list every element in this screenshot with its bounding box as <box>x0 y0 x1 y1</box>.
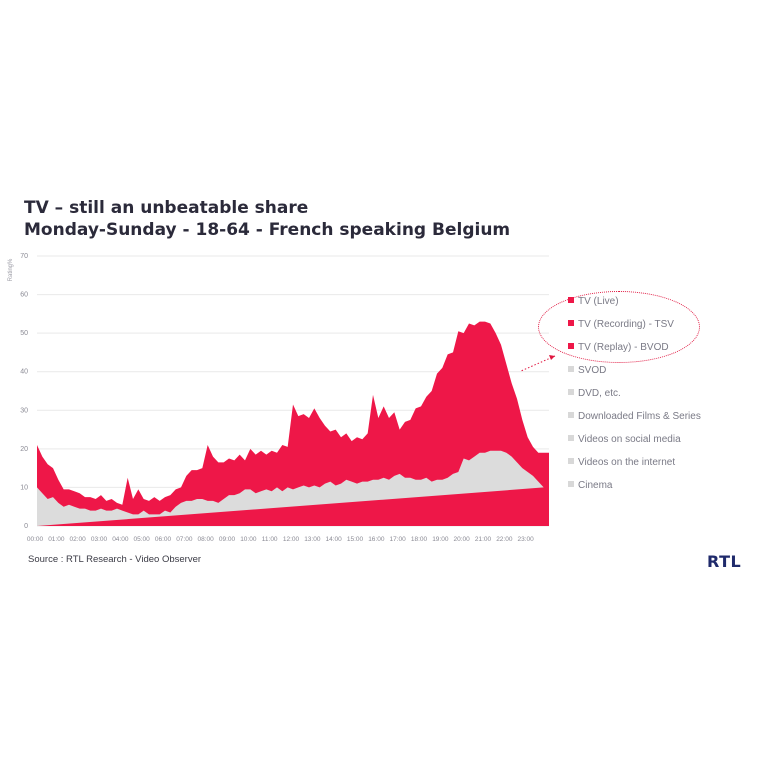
y-tick-label: 60 <box>20 292 28 299</box>
rtl-logo: RTL <box>707 552 742 571</box>
legend-label: SVOD <box>578 365 607 376</box>
legend-item: TV (Recording) - TSV <box>568 319 674 330</box>
x-tick-label: 08:00 <box>198 536 215 543</box>
x-tick-label: 03:00 <box>91 536 108 543</box>
chart-subtitle: Monday-Sunday - 18-64 - French speaking … <box>24 220 511 240</box>
legend-connector-arrow <box>520 355 556 372</box>
x-axis-ticks: 00:00 01:00 02:00 03:00 04:00 05:00 06:00 07:00… <box>27 536 534 543</box>
chart-title: TV – still an unbeatable share <box>24 198 309 218</box>
legend-item: Videos on the internet <box>568 457 675 468</box>
legend-label: TV (Recording) - TSV <box>578 319 674 330</box>
area-tv-live- <box>37 321 549 526</box>
legend-highlight-ring <box>538 291 700 363</box>
x-tick-label: 00:00 <box>27 536 44 543</box>
legend-swatch <box>568 366 574 372</box>
chart-areas <box>37 321 549 526</box>
x-tick-label: 19:00 <box>432 536 449 543</box>
legend-swatch <box>568 297 574 303</box>
source-note: Source : RTL Research - Video Observer <box>28 554 202 565</box>
x-tick-label: 23:00 <box>518 536 535 543</box>
x-tick-label: 04:00 <box>112 536 129 543</box>
x-tick-label: 16:00 <box>368 536 385 543</box>
legend-swatch <box>568 343 574 349</box>
x-tick-label: 09:00 <box>219 536 236 543</box>
x-tick-label: 02:00 <box>70 536 87 543</box>
y-axis-ticks: 0 10 20 30 40 50 60 70 <box>20 253 28 530</box>
title-block: TV – still an unbeatable share Monday-Su… <box>24 197 510 241</box>
legend-label: TV (Replay) - BVOD <box>578 342 669 353</box>
legend-label: Videos on the internet <box>578 457 676 468</box>
legend-item: Cinema <box>568 480 612 491</box>
x-tick-label: 01:00 <box>48 536 65 543</box>
x-tick-label: 10:00 <box>240 536 257 543</box>
y-tick-label: 20 <box>20 446 28 453</box>
x-tick-label: 11:00 <box>262 536 278 543</box>
legend-item: TV (Live) <box>568 296 619 307</box>
y-tick-label: 50 <box>20 330 28 337</box>
area-videos-on-the-internet <box>37 450 544 526</box>
legend-label: Downloaded Films & Series <box>578 411 701 422</box>
legend-item: Videos on social media <box>568 434 681 445</box>
legend-label: Videos on social media <box>578 434 681 445</box>
y-tick-label: 10 <box>20 484 28 491</box>
x-tick-label: 17:00 <box>390 536 407 543</box>
legend-swatch <box>568 458 574 464</box>
x-tick-label: 07:00 <box>176 536 193 543</box>
legend-label: TV (Live) <box>578 296 619 307</box>
x-tick-label: 14:00 <box>326 536 343 543</box>
legend-item: DVD, etc. <box>568 388 621 399</box>
legend-swatch <box>568 412 574 418</box>
legend-label: Cinema <box>578 480 613 491</box>
legend-item: SVOD <box>568 365 606 376</box>
x-tick-label: 06:00 <box>155 536 172 543</box>
x-tick-label: 05:00 <box>134 536 151 543</box>
x-tick-label: 13:00 <box>304 536 321 543</box>
y-tick-label: 40 <box>20 369 28 376</box>
y-tick-label: 0 <box>24 523 28 530</box>
legend-swatch <box>568 320 574 326</box>
x-tick-label: 21:00 <box>475 536 492 543</box>
legend-label: DVD, etc. <box>578 388 621 399</box>
x-tick-label: 22:00 <box>496 536 513 543</box>
legend-item: TV (Replay) - BVOD <box>568 342 669 353</box>
y-tick-label: 70 <box>20 253 28 260</box>
x-tick-label: 12:00 <box>283 536 300 543</box>
legend-swatch <box>568 435 574 441</box>
y-tick-label: 30 <box>20 407 28 414</box>
x-tick-label: 18:00 <box>411 536 428 543</box>
x-tick-label: 20:00 <box>454 536 471 543</box>
legend-swatch <box>568 481 574 487</box>
x-tick-label: 15:00 <box>347 536 364 543</box>
legend-item: Downloaded Films & Series <box>568 411 701 422</box>
legend-swatch <box>568 389 574 395</box>
y-axis-label: Rating% <box>8 258 14 281</box>
